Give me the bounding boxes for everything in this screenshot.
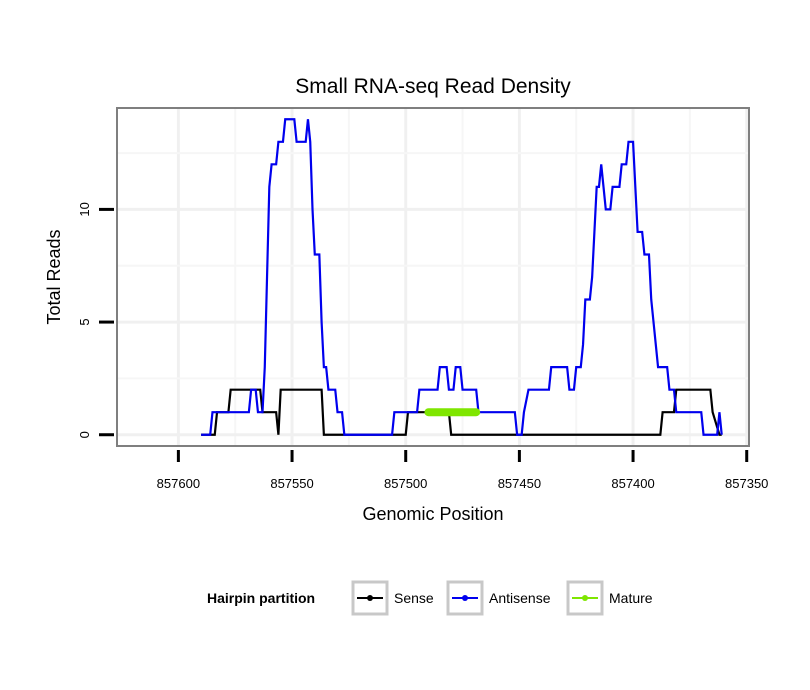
legend-key-dot: [462, 595, 468, 601]
x-tick-label: 857600: [157, 476, 200, 491]
plot-panel-border: [116, 107, 750, 447]
legend-key-dot: [367, 595, 373, 601]
legend-label: Antisense: [489, 590, 551, 606]
x-tick-label: 857450: [498, 476, 541, 491]
legend-item-sense: Sense: [351, 580, 434, 616]
y-tick-label: 0: [77, 431, 92, 438]
grid-lines: [117, 108, 749, 446]
legend-label: Mature: [609, 590, 653, 606]
y-axis-title: Total Reads: [44, 229, 64, 324]
x-tick-label: 857500: [384, 476, 427, 491]
legend: Hairpin partition Sense Antisense Mature: [207, 580, 653, 616]
series-layer: [201, 118, 723, 436]
legend-item-antisense: Antisense: [446, 580, 551, 616]
axes-layer: 857600 857550 857500 857450 857400 857350 0 5 10: [77, 202, 768, 491]
legend-label: Sense: [394, 590, 434, 606]
legend-key-dot: [582, 595, 588, 601]
y-tick-label: 5: [77, 318, 92, 325]
x-tick-label: 857350: [725, 476, 768, 491]
legend-title: Hairpin partition: [207, 590, 315, 606]
legend-item-mature: Mature: [566, 580, 653, 616]
x-tick-label: 857400: [611, 476, 654, 491]
x-axis-title: Genomic Position: [362, 504, 503, 524]
series-line-antisense: [201, 118, 723, 436]
y-tick-label: 10: [77, 202, 92, 216]
x-tick-label: 857550: [270, 476, 313, 491]
chart-title: Small RNA-seq Read Density: [295, 75, 571, 98]
